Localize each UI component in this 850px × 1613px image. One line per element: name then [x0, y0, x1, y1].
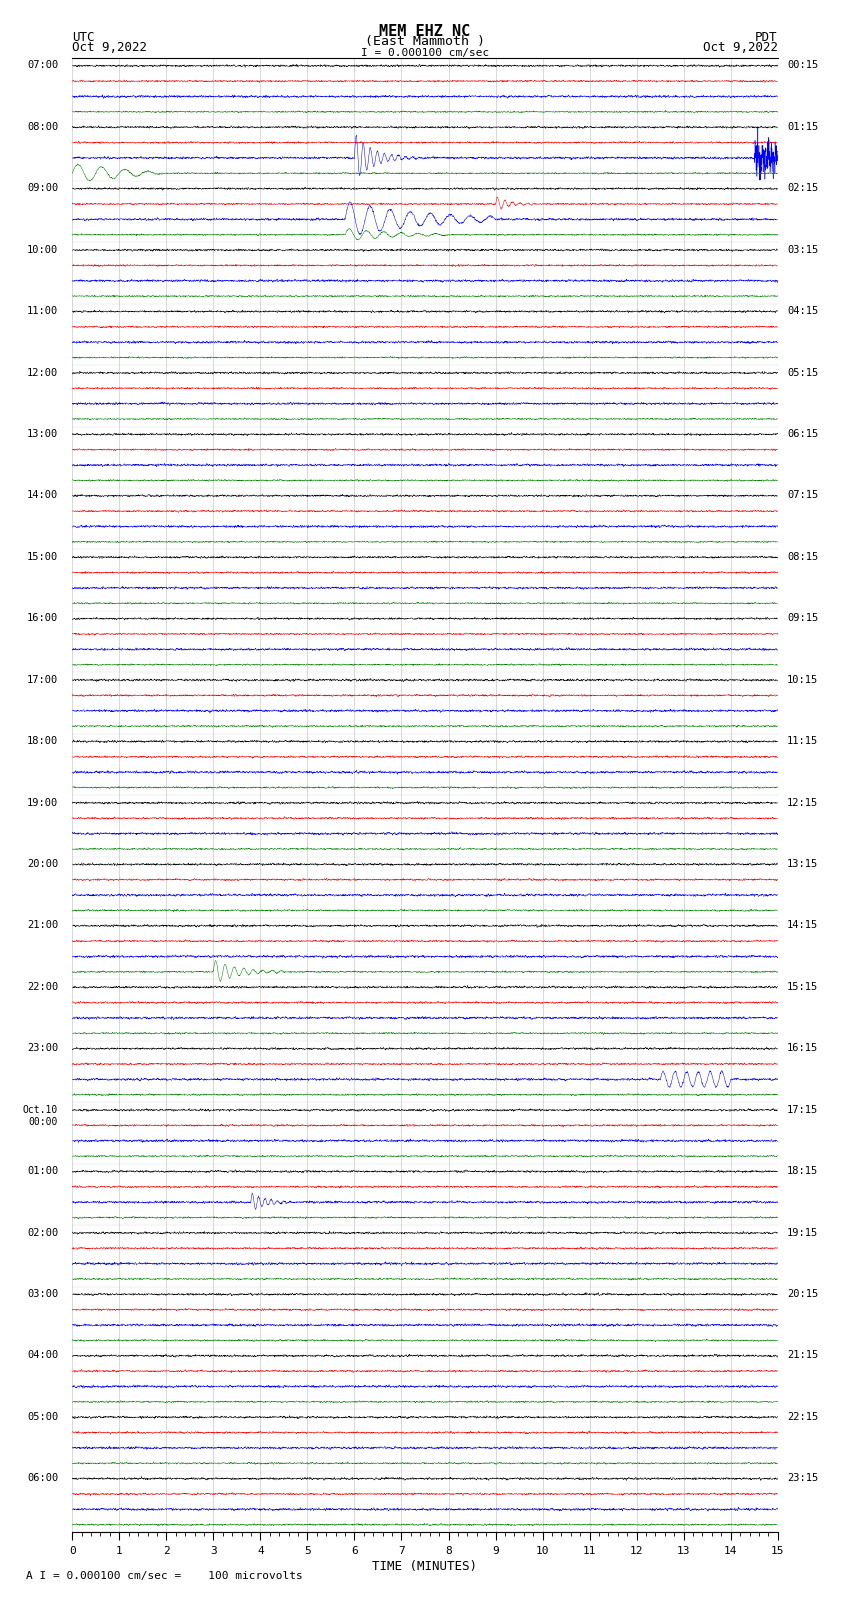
Text: 04:00: 04:00 — [27, 1350, 58, 1360]
Text: A I = 0.000100 cm/sec =    100 microvolts: A I = 0.000100 cm/sec = 100 microvolts — [26, 1571, 303, 1581]
Text: 00:15: 00:15 — [787, 60, 819, 71]
Text: 02:15: 02:15 — [787, 184, 819, 194]
Text: 11:15: 11:15 — [787, 736, 819, 747]
Text: 17:15: 17:15 — [787, 1105, 819, 1115]
X-axis label: TIME (MINUTES): TIME (MINUTES) — [372, 1560, 478, 1573]
Text: Oct 9,2022: Oct 9,2022 — [72, 40, 147, 53]
Text: 12:15: 12:15 — [787, 797, 819, 808]
Text: 04:15: 04:15 — [787, 306, 819, 316]
Text: 00:00: 00:00 — [29, 1116, 58, 1127]
Text: 17:00: 17:00 — [27, 674, 58, 684]
Text: 22:15: 22:15 — [787, 1411, 819, 1421]
Text: 05:15: 05:15 — [787, 368, 819, 377]
Text: 06:15: 06:15 — [787, 429, 819, 439]
Text: 20:15: 20:15 — [787, 1289, 819, 1298]
Text: 22:00: 22:00 — [27, 982, 58, 992]
Text: 23:00: 23:00 — [27, 1044, 58, 1053]
Text: 08:15: 08:15 — [787, 552, 819, 561]
Text: 15:15: 15:15 — [787, 982, 819, 992]
Text: 08:00: 08:00 — [27, 123, 58, 132]
Text: 07:00: 07:00 — [27, 60, 58, 71]
Text: 03:00: 03:00 — [27, 1289, 58, 1298]
Text: 09:00: 09:00 — [27, 184, 58, 194]
Text: 15:00: 15:00 — [27, 552, 58, 561]
Text: I = 0.000100 cm/sec: I = 0.000100 cm/sec — [361, 48, 489, 58]
Text: Oct 9,2022: Oct 9,2022 — [703, 40, 778, 53]
Text: 19:15: 19:15 — [787, 1227, 819, 1237]
Text: PDT: PDT — [756, 31, 778, 44]
Text: 13:00: 13:00 — [27, 429, 58, 439]
Text: Oct.10: Oct.10 — [23, 1105, 58, 1115]
Text: 20:00: 20:00 — [27, 860, 58, 869]
Text: 05:00: 05:00 — [27, 1411, 58, 1421]
Text: 01:00: 01:00 — [27, 1166, 58, 1176]
Text: 23:15: 23:15 — [787, 1473, 819, 1484]
Text: 13:15: 13:15 — [787, 860, 819, 869]
Text: (East Mammoth ): (East Mammoth ) — [365, 35, 485, 48]
Text: 14:00: 14:00 — [27, 490, 58, 500]
Text: 18:00: 18:00 — [27, 736, 58, 747]
Text: 12:00: 12:00 — [27, 368, 58, 377]
Text: 10:00: 10:00 — [27, 245, 58, 255]
Text: UTC: UTC — [72, 31, 94, 44]
Text: 16:15: 16:15 — [787, 1044, 819, 1053]
Text: MEM EHZ NC: MEM EHZ NC — [379, 24, 471, 39]
Text: 02:00: 02:00 — [27, 1227, 58, 1237]
Text: 21:00: 21:00 — [27, 921, 58, 931]
Text: 10:15: 10:15 — [787, 674, 819, 684]
Text: 09:15: 09:15 — [787, 613, 819, 623]
Text: 03:15: 03:15 — [787, 245, 819, 255]
Text: 16:00: 16:00 — [27, 613, 58, 623]
Text: 19:00: 19:00 — [27, 797, 58, 808]
Text: 06:00: 06:00 — [27, 1473, 58, 1484]
Text: 01:15: 01:15 — [787, 123, 819, 132]
Text: 11:00: 11:00 — [27, 306, 58, 316]
Text: 18:15: 18:15 — [787, 1166, 819, 1176]
Text: 21:15: 21:15 — [787, 1350, 819, 1360]
Text: 07:15: 07:15 — [787, 490, 819, 500]
Text: 14:15: 14:15 — [787, 921, 819, 931]
